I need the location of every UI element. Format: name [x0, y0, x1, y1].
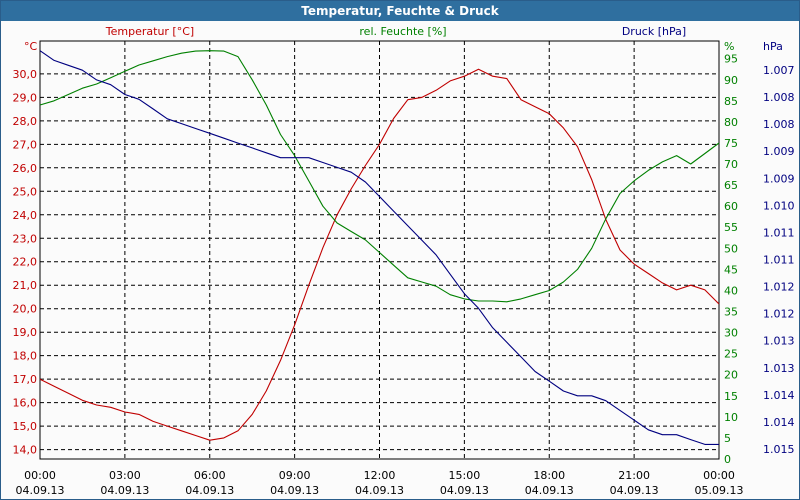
humidity-tick-label: 15	[724, 390, 738, 403]
humidity-tick-label: 55	[724, 221, 738, 234]
pressure-unit: hPa	[763, 40, 783, 53]
time-tick-label: 12:00	[364, 469, 396, 482]
temperature-tick-label: 28,0	[13, 115, 38, 128]
pressure-tick-label: 1.007	[763, 64, 795, 77]
humidity-tick-label: 20	[724, 369, 738, 382]
temperature-tick-label: 19,0	[13, 326, 38, 339]
temperature-tick-label: 25,0	[13, 185, 38, 198]
time-tick-label: 00:00	[24, 469, 56, 482]
date-tick-label: 04.09.13	[440, 484, 489, 497]
temperature-axis: 14,0 15,0 16,0 17,0 18,0 19,0 20,0 21,0 22,0 23,0…	[13, 68, 38, 457]
time-tick-label: 15:00	[449, 469, 481, 482]
temperature-tick-label: 26,0	[13, 162, 38, 175]
pressure-tick-label: 1.008	[763, 118, 795, 131]
humidity-tick-label: 50	[724, 242, 738, 255]
time-tick-label: 18:00	[533, 469, 565, 482]
plot-area	[39, 40, 720, 460]
humidity-tick-label: 80	[724, 116, 738, 129]
temperature-tick-label: 29,0	[13, 91, 38, 104]
temperature-tick-label: 27,0	[13, 138, 38, 151]
humidity-series-line	[39, 50, 720, 303]
temperature-tick-label: 24,0	[13, 209, 38, 222]
temperature-unit: °C	[24, 40, 38, 53]
humidity-tick-label: 30	[724, 327, 738, 340]
humidity-tick-label: 10	[724, 411, 738, 424]
pressure-tick-label: 1.010	[763, 199, 795, 212]
pressure-tick-label: 1.012	[763, 308, 795, 321]
temperature-tick-label: 18,0	[13, 350, 38, 363]
humidity-tick-label: 40	[724, 284, 738, 297]
temperature-tick-label: 14,0	[13, 444, 38, 457]
temperature-tick-label: 17,0	[13, 373, 38, 386]
date-tick-label: 04.09.13	[100, 484, 149, 497]
time-tick-label: 09:00	[279, 469, 311, 482]
date-tick-label: 04.09.13	[355, 484, 404, 497]
pressure-tick-label: 1.008	[763, 91, 795, 104]
temperature-tick-label: 16,0	[13, 397, 38, 410]
humidity-tick-label: 45	[724, 263, 738, 276]
humidity-tick-label: 95	[724, 53, 738, 66]
pressure-tick-label: 1.009	[763, 172, 795, 185]
date-tick-label: 04.09.13	[16, 484, 65, 497]
humidity-tick-label: 0	[724, 453, 731, 466]
temperature-tick-label: 15,0	[13, 420, 38, 433]
temperature-tick-label: 21,0	[13, 279, 38, 292]
series-group	[39, 50, 720, 445]
humidity-tick-label: 70	[724, 158, 738, 171]
humidity-tick-label: 5	[724, 432, 731, 445]
humidity-axis-label: rel. Feuchte [%]	[359, 25, 446, 38]
time-tick-label: 06:00	[194, 469, 226, 482]
pressure-axis: 1.007 1.008 1.008 1.009 1.009 1.010 1.011 1.011…	[763, 64, 795, 456]
humidity-tick-label: 85	[724, 95, 738, 108]
humidity-tick-label: 65	[724, 179, 738, 192]
humidity-tick-label: 90	[724, 74, 738, 87]
pressure-tick-label: 1.011	[763, 226, 795, 239]
time-tick-label: 00:00	[703, 469, 735, 482]
pressure-tick-label: 1.012	[763, 281, 795, 294]
time-axis: 00:00 04.09.13 03:00 04.09.13 06:00 04.09.13 0…	[16, 469, 744, 497]
temperature-tick-label: 23,0	[13, 232, 38, 245]
humidity-unit: %	[724, 40, 734, 53]
temperature-tick-label: 30,0	[13, 68, 38, 81]
temperature-tick-label: 22,0	[13, 256, 38, 269]
humidity-axis: 0 5 10 15 20 25 30 35 40 45 50 55 60 65 70 75 80 85 90 95	[724, 53, 738, 466]
pressure-tick-label: 1.015	[763, 443, 795, 456]
pressure-tick-label: 1.011	[763, 254, 795, 267]
pressure-tick-label: 1.009	[763, 145, 795, 158]
pressure-series-line	[39, 50, 719, 445]
date-tick-label: 05.09.13	[695, 484, 744, 497]
pressure-tick-label: 1.014	[763, 416, 795, 429]
humidity-tick-label: 60	[724, 200, 738, 213]
pressure-tick-label: 1.013	[763, 362, 795, 375]
temperature-axis-label: Temperatur [°C]	[105, 25, 194, 38]
date-tick-label: 04.09.13	[270, 484, 319, 497]
date-tick-label: 04.09.13	[610, 484, 659, 497]
pressure-tick-label: 1.014	[763, 389, 795, 402]
pressure-axis-label: Druck [hPa]	[622, 25, 686, 38]
humidity-tick-label: 35	[724, 306, 738, 319]
time-tick-label: 03:00	[109, 469, 141, 482]
date-tick-label: 04.09.13	[525, 484, 574, 497]
temperature-tick-label: 20,0	[13, 303, 38, 316]
humidity-tick-label: 75	[724, 137, 738, 150]
humidity-tick-label: 25	[724, 348, 738, 361]
date-tick-label: 04.09.13	[185, 484, 234, 497]
grid-lines	[40, 41, 719, 459]
time-tick-label: 21:00	[618, 469, 650, 482]
pressure-tick-label: 1.013	[763, 335, 795, 348]
window-title: Temperatur, Feuchte & Druck	[1, 1, 799, 21]
